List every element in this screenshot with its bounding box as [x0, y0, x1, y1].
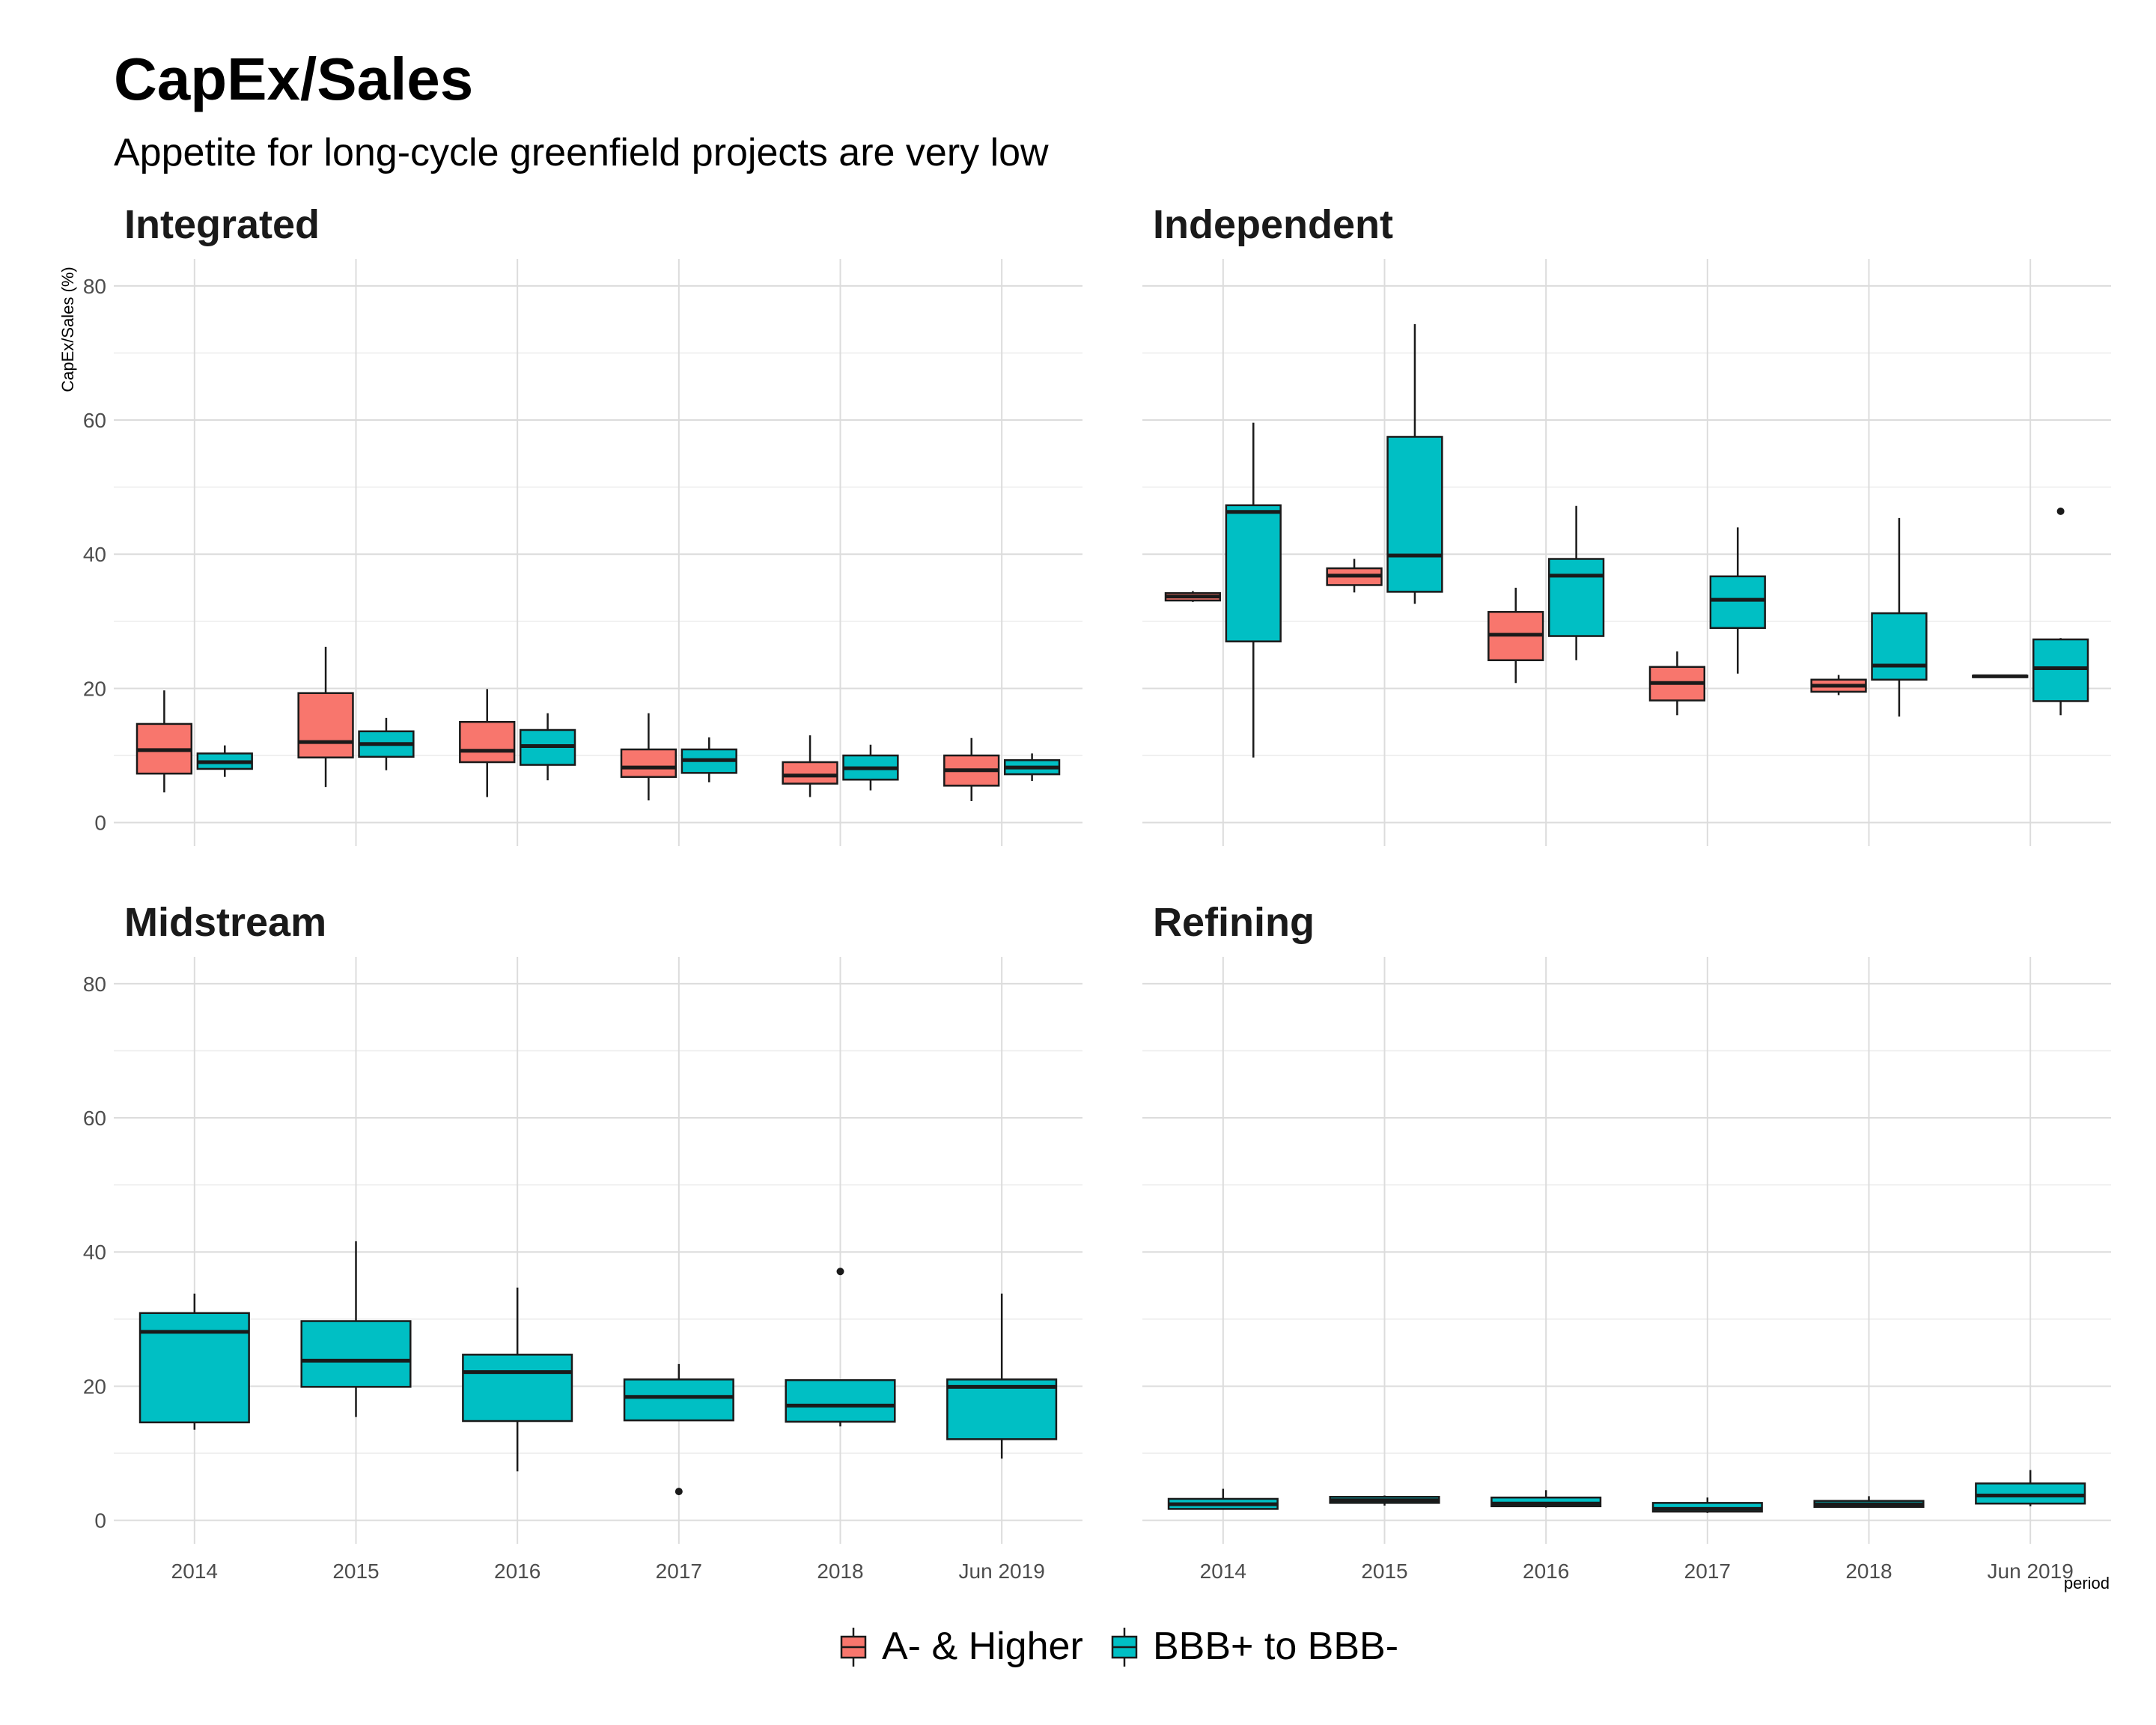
- boxplot: [459, 689, 516, 797]
- y-tick-label: 20: [83, 1375, 106, 1398]
- box: [138, 1312, 250, 1424]
- page-title: CapEx/Sales: [114, 46, 474, 112]
- x-tick-label: 2015: [1361, 1560, 1407, 1583]
- boxplot: [1487, 588, 1544, 684]
- box: [623, 1378, 734, 1422]
- y-tick-label: 60: [83, 409, 106, 432]
- boxplot: [300, 1241, 412, 1417]
- boxplot: [842, 744, 899, 791]
- boxplot: [1547, 505, 1605, 660]
- y-tick-label: 20: [83, 677, 106, 700]
- box: [785, 1379, 896, 1423]
- panel-title: Integrated: [124, 202, 320, 247]
- boxplot: [1003, 753, 1061, 782]
- boxplot: [785, 1268, 896, 1427]
- y-tick-label: 0: [94, 812, 106, 835]
- x-tick-label: 2018: [1845, 1560, 1892, 1583]
- boxplot: [1813, 1496, 1925, 1508]
- boxplot: [135, 690, 193, 793]
- x-tick-label: Jun 2019: [1988, 1560, 2074, 1583]
- y-tick-label: 40: [83, 1241, 106, 1264]
- box: [300, 1320, 412, 1388]
- boxplot: [1167, 1488, 1279, 1510]
- panel-1: Independent: [1142, 202, 2111, 846]
- boxplot: [1651, 1497, 1763, 1513]
- boxplot: [1490, 1490, 1602, 1508]
- x-tick-label: 2014: [171, 1560, 218, 1583]
- boxplot: [138, 1293, 250, 1430]
- boxplot: [358, 717, 415, 770]
- box: [782, 761, 838, 785]
- x-tick-label: 2017: [656, 1560, 702, 1583]
- legend-label: BBB+ to BBB-: [1153, 1625, 1398, 1668]
- boxplot: [782, 735, 838, 797]
- panel-title: Midstream: [124, 900, 326, 945]
- outlier-point: [836, 1268, 844, 1276]
- x-tick-label: 2014: [1200, 1560, 1246, 1583]
- boxplot: [297, 646, 354, 788]
- boxplot: [946, 1293, 1058, 1459]
- boxplot: [943, 737, 1000, 801]
- x-tick-label: 2016: [1523, 1560, 1569, 1583]
- boxplot: [462, 1287, 573, 1472]
- panel-3: Refining 2014 2015 2016 2017 2018 Jun 2019: [1142, 900, 2111, 1583]
- box: [1871, 612, 1928, 681]
- boxplot: [1326, 559, 1383, 593]
- box: [1709, 575, 1766, 630]
- y-tick-label: 0: [94, 1509, 106, 1533]
- boxplot: [1871, 517, 1928, 717]
- box: [2032, 638, 2089, 702]
- boxplot: [1709, 527, 1766, 674]
- panel-title: Independent: [1153, 202, 1393, 247]
- boxplot: [2032, 507, 2089, 716]
- boxplot: [1972, 674, 2029, 678]
- boxplot: [1648, 651, 1706, 716]
- outlier-point: [2056, 507, 2065, 515]
- y-axis-title: CapEx/Sales (%): [58, 267, 77, 392]
- boxplot: [680, 737, 737, 782]
- boxplot: [623, 1363, 734, 1496]
- box: [946, 1378, 1058, 1440]
- box: [1386, 436, 1443, 593]
- y-tick-label: 60: [83, 1107, 106, 1130]
- page-subtitle: Appetite for long-cycle greenfield proje…: [114, 131, 1049, 174]
- panel-2: Midstream 0 20 40 60 80 2014 2015 2016 2017 2018 Ju…: [83, 900, 1082, 1583]
- x-tick-label: 2015: [332, 1560, 379, 1583]
- y-tick-label: 80: [83, 275, 106, 298]
- y-tick-label: 80: [83, 973, 106, 996]
- boxplot: [620, 713, 677, 801]
- x-tick-label: 2018: [817, 1560, 863, 1583]
- boxplot: [1329, 1495, 1440, 1506]
- x-axis-title: period: [2064, 1574, 2110, 1592]
- boxplot: [1975, 1470, 2086, 1506]
- box: [1547, 558, 1605, 637]
- y-tick-label: 40: [83, 543, 106, 566]
- boxplot: [519, 713, 576, 781]
- box: [297, 692, 354, 758]
- chart-area: Integrated 0 20 40 60 80 Independent Midstream 0…: [58, 202, 2111, 1592]
- x-tick-label: Jun 2019: [959, 1560, 1045, 1583]
- panel-title: Refining: [1153, 900, 1315, 945]
- boxplot: [1386, 323, 1443, 604]
- x-tick-label: 2016: [494, 1560, 540, 1583]
- panel-0: Integrated 0 20 40 60 80: [83, 202, 1082, 846]
- box: [1225, 504, 1282, 642]
- boxplot: [196, 745, 253, 777]
- box: [459, 720, 516, 764]
- outlier-point: [674, 1488, 683, 1496]
- boxplot: [1225, 422, 1282, 758]
- box: [1975, 1482, 2086, 1505]
- legend: A- & Higher BBB+ to BBB-: [840, 1625, 1398, 1668]
- boxplot: [1810, 675, 1867, 696]
- x-tick-label: 2017: [1684, 1560, 1731, 1583]
- box: [620, 748, 677, 778]
- legend-label: A- & Higher: [882, 1625, 1083, 1668]
- box: [462, 1354, 573, 1423]
- boxplot: [1164, 591, 1222, 602]
